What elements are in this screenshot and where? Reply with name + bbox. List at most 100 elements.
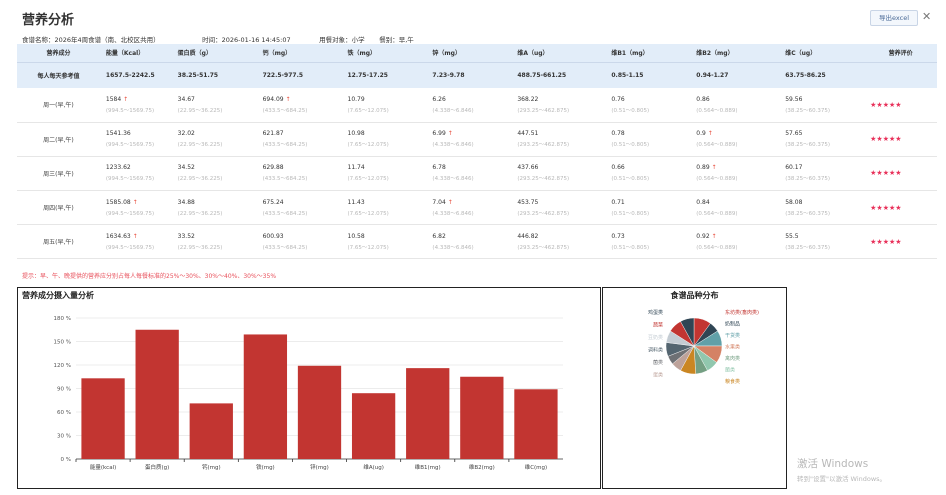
y-tick-label: 30 %	[57, 434, 71, 440]
menu-meta: 食谱名称：2026年4周食谱（南、北校区共用） 时间：2026-01-16 14…	[22, 34, 414, 44]
page-title: 营养分析	[22, 13, 75, 28]
table-cell: 7.04 ↑ (4.338～6.846)	[426, 190, 512, 226]
table-cell: 10.98 (7.65～12.075)	[341, 122, 427, 157]
table-row: 周三(早,午) 1233.62 (994.5～1569.75) 34.52 (22.95…	[17, 156, 937, 192]
cell-value: 0.89	[696, 164, 710, 172]
table-header-cell: 维B2（mg）	[690, 44, 780, 63]
cell-range: (38.25～60.375)	[785, 244, 831, 251]
menu-time: 时间：2026-01-16 14:45:07	[202, 36, 291, 44]
table-cell: 33.52 (22.95～36.225)	[171, 224, 257, 260]
reference-value: 722.5-977.5	[256, 62, 342, 88]
rating-stars: ★★★★★	[864, 156, 937, 192]
rating-stars: ★★★★★	[864, 224, 937, 260]
table-cell: 0.71 (0.51～0.805)	[605, 190, 691, 226]
cell-value: 447.51	[517, 130, 539, 138]
cell-value: 0.78	[611, 130, 625, 138]
cell-range: (433.5～684.25)	[262, 210, 308, 217]
table-cell: 1634.63 ↑ (994.5～1569.75)	[99, 224, 172, 260]
table-cell: 0.86 (0.564～0.889)	[690, 88, 780, 123]
cell-value: 6.26	[432, 95, 446, 103]
tip-text: 提示：早、午、晚提供的营养应分别占每人每餐标准的25%～30%、30%～40%、…	[22, 273, 277, 280]
row-day-label: 周三(早,午)	[17, 156, 100, 192]
pie-slice	[680, 317, 695, 347]
cell-range: (293.25～462.875)	[517, 210, 570, 217]
cell-value: 10.58	[347, 232, 365, 240]
watermark-line1: 激活 Windows	[797, 458, 869, 470]
table-header-cell: 能量（Kcal）	[99, 44, 172, 63]
cell-value: 60.17	[785, 164, 803, 172]
bar	[243, 334, 288, 459]
cell-range: (0.51～0.805)	[611, 244, 650, 251]
bar	[297, 365, 342, 459]
cell-range: (4.338～6.846)	[432, 210, 474, 217]
table-header-cell: 营养评价	[864, 44, 937, 63]
pie-label: 鸡蛋类	[648, 309, 663, 316]
cell-value: 0.73	[611, 232, 625, 240]
cell-value: 7.04	[432, 198, 446, 206]
cell-range: (0.564～0.889)	[696, 176, 738, 183]
table-cell: 60.17 (38.25～60.375)	[779, 156, 865, 192]
cell-value: 6.82	[432, 232, 446, 240]
pie-label: 禽肉类	[725, 355, 740, 362]
table-header-cell: 铁（mg）	[341, 44, 427, 63]
cell-value: 34.88	[177, 198, 195, 206]
cell-range: (22.95～36.225)	[177, 210, 223, 217]
arrow-up-icon: ↑	[130, 232, 138, 240]
x-tick-label: 能量(kcal)	[90, 463, 116, 471]
table-header-cell: 维A（ug）	[511, 44, 606, 63]
y-tick-label: 0 %	[61, 457, 71, 463]
cell-value: 6.78	[432, 164, 446, 172]
export-excel-button[interactable]: 导出excel	[870, 10, 918, 26]
cell-value: 1233.62	[105, 164, 131, 172]
cell-range: (7.65～12.075)	[347, 244, 389, 251]
table-cell: 600.93 (433.5～684.25)	[256, 224, 342, 260]
y-tick-label: 120 %	[54, 363, 71, 369]
table-cell: 0.73 (0.51～0.805)	[605, 224, 691, 260]
table-cell: 1233.62 (994.5～1569.75)	[99, 156, 172, 192]
cell-range: (0.564～0.889)	[696, 210, 738, 217]
table-header-cell: 维C（ug）	[779, 44, 865, 63]
cell-value: 1634.63	[105, 232, 131, 240]
cell-value: 6.99	[432, 130, 446, 138]
cell-value: 59.56	[785, 95, 803, 103]
bar-chart-title: 营养成分摄入量分析	[22, 291, 94, 300]
cell-range: (994.5～1569.75)	[105, 142, 155, 149]
cell-value: 694.09	[262, 95, 284, 103]
table-cell: 0.84 (0.564～0.889)	[690, 190, 780, 226]
table-cell: 6.82 (4.338～6.846)	[426, 224, 512, 260]
arrow-up-icon: ↑	[130, 198, 138, 206]
reference-value: 1657.5-2242.5	[99, 62, 172, 88]
cell-range: (38.25～60.375)	[785, 210, 831, 217]
cell-value: 368.22	[517, 95, 539, 103]
cell-range: (293.25～462.875)	[517, 176, 570, 183]
close-icon[interactable]: ✕	[922, 10, 932, 23]
table-row: 周一(早,午) 1584 ↑ (994.5～1569.75) 34.67 (22.95～…	[17, 88, 937, 123]
windows-activation-watermark: 激活 Windows 转到"设置"以激活 Windows。	[797, 456, 886, 483]
table-cell: 57.65 (38.25～60.375)	[779, 122, 865, 157]
cell-range: (0.564～0.889)	[696, 107, 738, 114]
bar	[135, 329, 179, 459]
watermark-line2: 转到"设置"以激活 Windows。	[797, 475, 887, 483]
cell-value: 34.67	[177, 95, 195, 103]
table-cell: 629.88 (433.5～684.25)	[256, 156, 342, 192]
x-tick-label: 蛋白质(g)	[145, 463, 169, 471]
table-cell: 0.76 (0.51～0.805)	[605, 88, 691, 123]
table-header-cell: 维B1（mg）	[605, 44, 691, 63]
cell-range: (994.5～1569.75)	[105, 244, 155, 251]
pie-label: 水果类	[725, 344, 740, 351]
pie-label: 蔬菜	[653, 322, 663, 329]
cell-range: (22.95～36.225)	[177, 142, 223, 149]
pie-label: 菌类	[653, 359, 663, 366]
cell-value: 600.93	[262, 232, 284, 240]
cell-range: (7.65～12.075)	[347, 176, 389, 183]
cell-value: 57.65	[785, 130, 803, 138]
cell-range: (7.65～12.075)	[347, 210, 389, 217]
rating-stars: ★★★★★	[864, 190, 937, 226]
table-cell: 437.66 (293.25～462.875)	[511, 156, 606, 192]
table-cell: 453.75 (293.25～462.875)	[511, 190, 606, 226]
y-tick-label: 60 %	[57, 410, 71, 416]
x-tick-label: 维A(ug)	[363, 463, 384, 471]
cell-range: (4.338～6.846)	[432, 107, 474, 114]
table-cell: 1541.36 (994.5～1569.75)	[99, 122, 172, 157]
cell-range: (0.564～0.889)	[696, 142, 738, 149]
